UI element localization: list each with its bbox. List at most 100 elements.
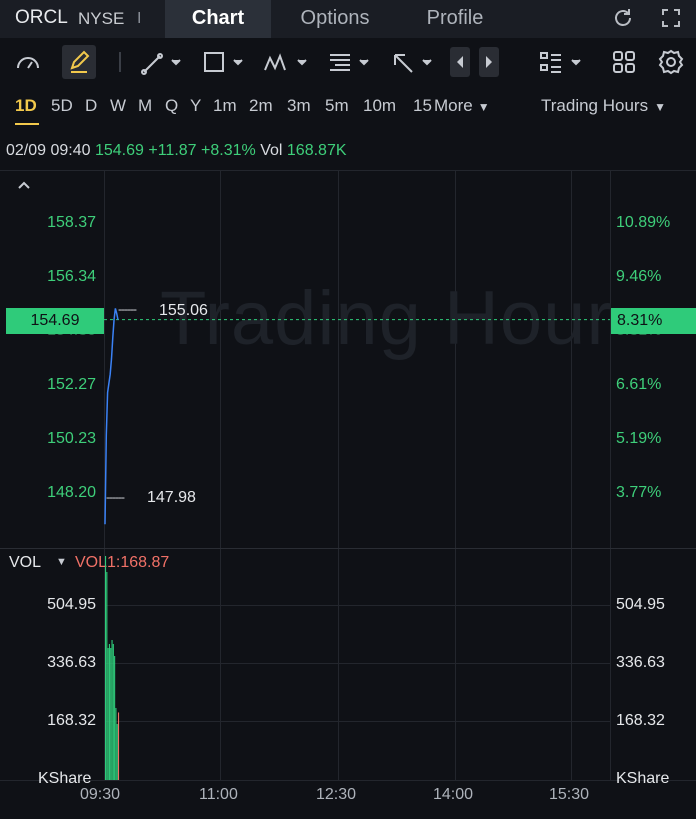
period-q[interactable]: Q	[165, 96, 179, 115]
price-tick-left: 158.37	[47, 214, 96, 231]
period-d[interactable]: D	[85, 96, 98, 115]
tab-profile[interactable]: Profile	[426, 7, 484, 29]
pct-tick-right: 6.61%	[616, 376, 662, 393]
tab-options[interactable]: Options	[300, 7, 370, 29]
period-active-underline	[15, 123, 39, 125]
volume-bar	[106, 572, 108, 780]
symbol-label: ORCL	[15, 7, 68, 28]
pct-tick-right: 9.46%	[616, 268, 662, 285]
pattern-icon[interactable]	[262, 48, 310, 76]
quote-price: 154.69	[94, 142, 144, 159]
period-m[interactable]: M	[138, 96, 153, 115]
more-label: More	[434, 96, 473, 115]
high-dash: ------	[118, 302, 137, 316]
volume-bar	[111, 640, 113, 780]
top-bar	[0, 0, 696, 38]
volume-tick-left: 504.95	[47, 596, 96, 613]
refresh-icon[interactable]	[611, 6, 635, 35]
price-chart	[104, 308, 610, 525]
grid-line	[104, 663, 610, 664]
grid-line	[104, 721, 610, 722]
period-1d[interactable]: 1D	[15, 96, 37, 115]
volume-bar	[115, 708, 117, 780]
session-dropdown[interactable]: Trading Hours ▼	[541, 96, 666, 116]
time-label: 09:30	[80, 786, 121, 803]
volume-indicator-label[interactable]: VOL	[9, 554, 42, 571]
price-tick-left: 150.23	[47, 430, 96, 447]
gauge-icon[interactable]	[14, 48, 42, 76]
volume-unit-left: KShare	[38, 770, 92, 787]
price-tick-left: 152.27	[47, 376, 96, 393]
time-label: 12:30	[316, 786, 357, 803]
session-label: Trading Hours	[541, 96, 649, 115]
rectangle-icon[interactable]	[202, 48, 248, 76]
period-w[interactable]: W	[110, 96, 127, 115]
exchange-label: NYSE	[78, 9, 125, 28]
quote-vol-value: 168.87K	[286, 142, 347, 159]
scroll-left-icon[interactable]	[450, 47, 470, 77]
chevron-down-icon: ▼	[477, 100, 490, 114]
grid-line	[571, 170, 572, 780]
quote-change-pct: +8.31%	[201, 142, 256, 159]
quote-vol-label: Vol	[260, 142, 283, 159]
settings-icon[interactable]	[657, 48, 685, 76]
quote-datetime: 02/09 09:40	[6, 142, 91, 159]
arrow-icon[interactable]	[390, 48, 436, 76]
last-pct-tag: 8.31%	[611, 308, 696, 334]
more-periods-dropdown[interactable]: More ▼	[434, 96, 490, 116]
volume-bar	[116, 724, 118, 780]
quote-change: +11.87	[148, 142, 197, 159]
price-line	[104, 308, 119, 525]
volume-bar	[112, 644, 114, 780]
period-10m[interactable]: 10m	[363, 96, 397, 115]
volume-bar	[108, 644, 110, 780]
period-5d[interactable]: 5D	[51, 96, 73, 115]
tab-chart[interactable]: Chart	[165, 0, 271, 38]
chevron-down-icon[interactable]: ▼	[56, 556, 67, 568]
volume-bar	[105, 556, 107, 780]
volume-tick-right: 168.32	[616, 712, 665, 729]
text-lines-icon[interactable]	[327, 48, 373, 76]
period-1m[interactable]: 1m	[213, 96, 237, 115]
low-dash: ------	[106, 490, 125, 504]
volume-tick-right: 504.95	[616, 596, 665, 613]
period-5m[interactable]: 5m	[325, 96, 349, 115]
volume-tick-left: 336.63	[47, 654, 96, 671]
time-label: 15:30	[549, 786, 590, 803]
pct-tick-right: 3.77%	[616, 484, 662, 501]
grid-line	[104, 170, 105, 780]
grid-icon[interactable]	[610, 48, 638, 76]
period-y[interactable]: Y	[190, 96, 202, 115]
period-2m[interactable]: 2m	[249, 96, 273, 115]
volume-chart	[105, 556, 120, 780]
grid-line	[220, 170, 221, 780]
quote-info: 02/09 09:40 154.69 +11.87 +8.31% Vol 168…	[6, 142, 347, 160]
high-label: 155.06	[159, 302, 208, 319]
layout-list-icon[interactable]	[538, 48, 584, 76]
volume-tick-left: 168.32	[47, 712, 96, 729]
price-tick-left: 148.20	[47, 484, 96, 501]
fullscreen-icon[interactable]	[659, 6, 683, 35]
period-3m[interactable]: 3m	[287, 96, 311, 115]
trendline-icon[interactable]	[140, 48, 184, 76]
volume-bar	[107, 648, 109, 780]
pct-tick-right: 10.89%	[616, 214, 671, 231]
low-label: 147.98	[147, 489, 196, 506]
time-label: 14:00	[433, 786, 474, 803]
panel-divider	[0, 548, 696, 549]
header-separator: I	[137, 10, 142, 27]
price-tick-left: 156.34	[47, 268, 96, 285]
volume-bar	[117, 712, 120, 780]
pencil-icon[interactable]	[62, 45, 96, 79]
scroll-right-icon[interactable]	[479, 47, 499, 77]
vol1-label: VOL1:168.87	[75, 554, 170, 571]
grid-line	[610, 170, 611, 780]
collapse-chevron-icon[interactable]	[16, 178, 32, 196]
volume-tick-right: 336.63	[616, 654, 665, 671]
period-15m[interactable]: 15	[413, 96, 432, 115]
volume-bar	[114, 656, 116, 780]
grid-line	[104, 605, 610, 606]
time-label: 11:00	[199, 786, 238, 803]
grid-line	[338, 170, 339, 780]
grid-line	[0, 780, 696, 781]
